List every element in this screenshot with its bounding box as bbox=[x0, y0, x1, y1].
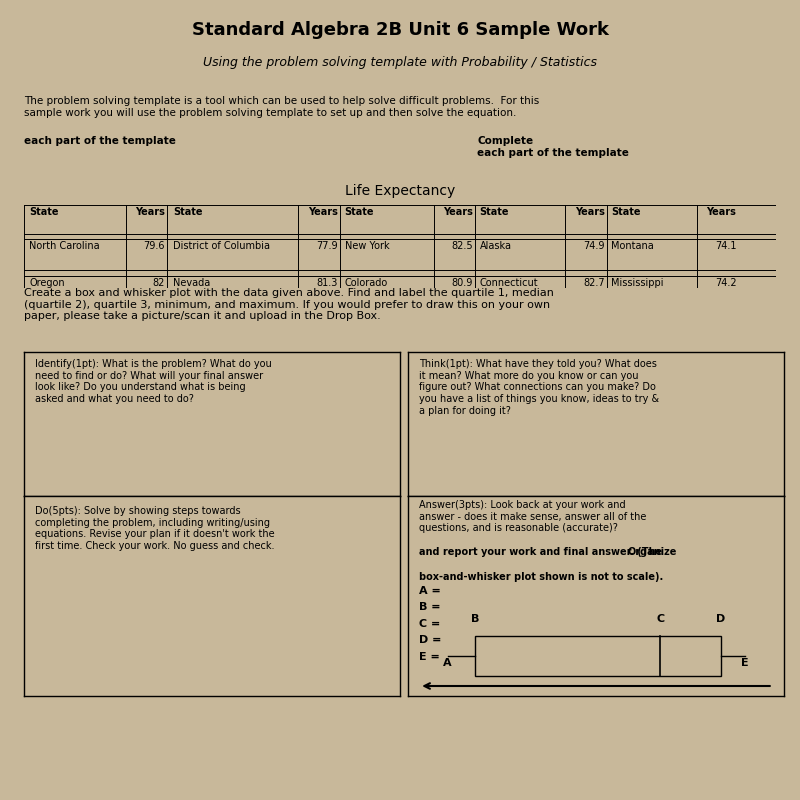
Text: Years: Years bbox=[443, 207, 473, 217]
Text: Connecticut: Connecticut bbox=[480, 278, 538, 288]
Text: New York: New York bbox=[345, 242, 389, 251]
Text: 80.9: 80.9 bbox=[452, 278, 473, 288]
Text: D: D bbox=[716, 614, 726, 624]
Text: Identify(1pt): What is the problem? What do you
need to find or do? What will yo: Identify(1pt): What is the problem? What… bbox=[35, 359, 272, 404]
Text: State: State bbox=[29, 207, 58, 217]
Text: A =
B =
C =
D =
E =: A = B = C = D = E = bbox=[419, 586, 442, 662]
Text: 81.3: 81.3 bbox=[316, 278, 338, 288]
Text: each part of the template: each part of the template bbox=[24, 136, 176, 146]
Text: State: State bbox=[480, 207, 510, 217]
Text: Life Expectancy: Life Expectancy bbox=[345, 184, 455, 198]
Text: A: A bbox=[443, 658, 452, 668]
Text: 74.1: 74.1 bbox=[715, 242, 736, 251]
Text: C: C bbox=[656, 614, 664, 624]
Text: B: B bbox=[471, 614, 479, 624]
Text: Using the problem solving template with Probability / Statistics: Using the problem solving template with … bbox=[203, 56, 597, 70]
Text: Organize: Organize bbox=[628, 547, 678, 557]
Text: Answer(3pts): Look back at your work and
answer - does it make sense, answer all: Answer(3pts): Look back at your work and… bbox=[419, 500, 646, 533]
Text: Alaska: Alaska bbox=[480, 242, 512, 251]
Text: Colorado: Colorado bbox=[345, 278, 388, 288]
Text: 79.6: 79.6 bbox=[143, 242, 165, 251]
Text: Years: Years bbox=[575, 207, 605, 217]
Text: Years: Years bbox=[308, 207, 338, 217]
Text: and report your work and final answer. (The: and report your work and final answer. (… bbox=[419, 547, 662, 557]
Text: Years: Years bbox=[706, 207, 736, 217]
Text: State: State bbox=[345, 207, 374, 217]
Text: State: State bbox=[174, 207, 203, 217]
Text: box-and-whisker plot shown is not to scale).: box-and-whisker plot shown is not to sca… bbox=[419, 572, 663, 582]
Text: Years: Years bbox=[135, 207, 165, 217]
Text: 74.2: 74.2 bbox=[714, 278, 736, 288]
Text: Standard Algebra 2B Unit 6 Sample Work: Standard Algebra 2B Unit 6 Sample Work bbox=[191, 22, 609, 39]
Text: 82: 82 bbox=[153, 278, 165, 288]
Text: Create a box and whisker plot with the data given above. Find and label the quar: Create a box and whisker plot with the d… bbox=[24, 288, 554, 321]
Text: Complete
each part of the template: Complete each part of the template bbox=[478, 136, 630, 158]
Text: Mississippi: Mississippi bbox=[611, 278, 664, 288]
Text: The problem solving template is a tool which can be used to help solve difficult: The problem solving template is a tool w… bbox=[24, 96, 539, 118]
Text: Nevada: Nevada bbox=[174, 278, 210, 288]
Text: State: State bbox=[611, 207, 641, 217]
Text: North Carolina: North Carolina bbox=[29, 242, 100, 251]
Text: Montana: Montana bbox=[611, 242, 654, 251]
Text: Think(1pt): What have they told you? What does
it mean? What more do you know or: Think(1pt): What have they told you? Wha… bbox=[419, 359, 659, 415]
Text: 74.9: 74.9 bbox=[583, 242, 605, 251]
Text: 82.7: 82.7 bbox=[583, 278, 605, 288]
Text: Oregon: Oregon bbox=[29, 278, 65, 288]
Text: District of Columbia: District of Columbia bbox=[174, 242, 270, 251]
Text: E: E bbox=[742, 658, 749, 668]
Text: 82.5: 82.5 bbox=[451, 242, 473, 251]
Text: 77.9: 77.9 bbox=[316, 242, 338, 251]
Text: Do(5pts): Solve by showing steps towards
completing the problem, including writi: Do(5pts): Solve by showing steps towards… bbox=[35, 506, 275, 550]
